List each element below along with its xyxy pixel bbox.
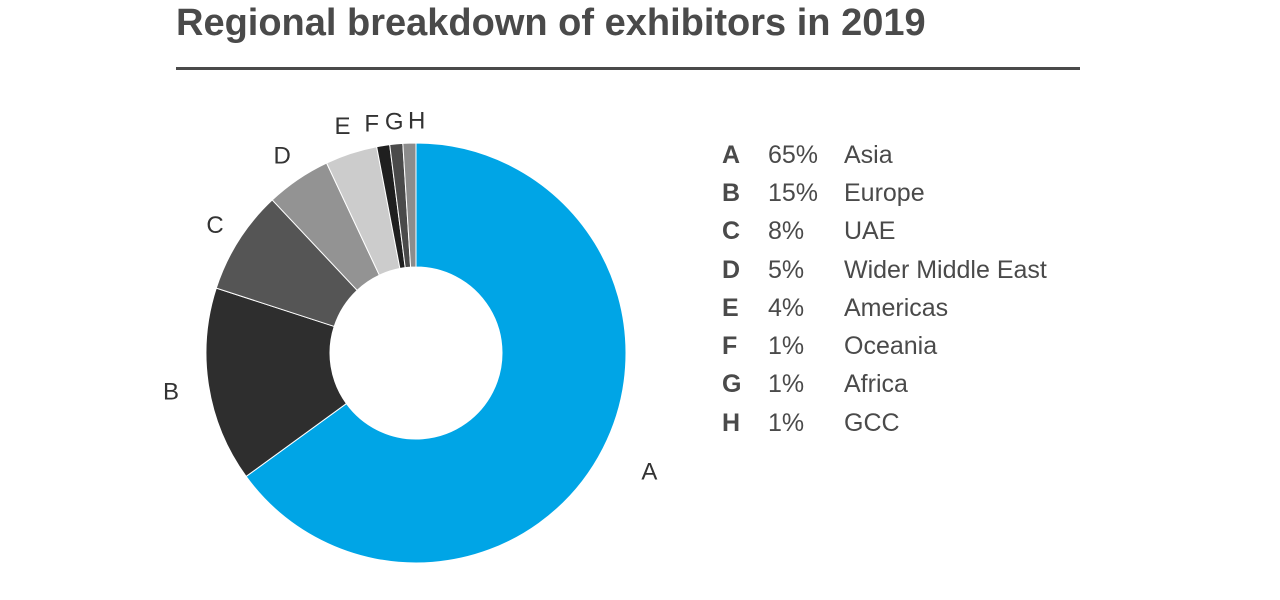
legend-region-name: Wider Middle East <box>844 255 1047 284</box>
legend-percent: 4% <box>768 293 805 322</box>
legend-region-name: Asia <box>844 140 893 169</box>
slice-label-e: E <box>334 113 350 140</box>
legend-region-name: UAE <box>844 217 896 246</box>
legend-percent: 1% <box>768 332 805 361</box>
donut-chart: A B C D E F G H <box>163 108 657 564</box>
slice-label-d: D <box>274 143 291 170</box>
slice-label-g: G <box>385 109 404 136</box>
legend-item-b: B 15% Europe <box>722 174 1047 212</box>
slice-label-f: F <box>364 110 379 137</box>
legend-region-name: Africa <box>844 370 908 399</box>
legend-percent: 8% <box>768 217 805 246</box>
legend-letter: F <box>722 332 738 361</box>
legend-item-d: D 5% Wider Middle East <box>722 251 1047 289</box>
slice-label-a: A <box>641 458 657 485</box>
legend-letter: B <box>722 178 741 207</box>
legend-region-name: Oceania <box>844 332 938 361</box>
legend-letter: D <box>722 255 741 284</box>
legend-item-c: C 8% UAE <box>722 213 1047 251</box>
legend-region-name: Europe <box>844 178 925 207</box>
legend-percent: 1% <box>768 408 805 437</box>
slice-h <box>402 142 417 268</box>
title-divider <box>176 67 1080 70</box>
legend-region-name: GCC <box>844 408 900 437</box>
legend-region-name: Americas <box>844 293 949 322</box>
legend-percent: 1% <box>768 370 805 399</box>
legend-letter: A <box>722 140 741 169</box>
legend-item-f: F 1% Oceania <box>722 327 1047 365</box>
slice-label-c: C <box>206 212 223 239</box>
legend-percent: 65% <box>768 140 819 169</box>
legend-item-g: G 1% Africa <box>722 366 1047 404</box>
slice-b <box>205 287 348 478</box>
legend-letter: E <box>722 293 739 322</box>
chart-title: Regional breakdown of exhibitors in 2019 <box>176 2 926 44</box>
legend-letter: G <box>722 370 742 399</box>
legend-item-e: E 4% Americas <box>722 289 1047 327</box>
slice-label-b: B <box>163 378 179 405</box>
legend-percent: 5% <box>768 255 805 284</box>
legend-item-a: A 65% Asia <box>722 136 1047 174</box>
slice-label-h: H <box>408 108 425 135</box>
slice-a <box>245 142 627 564</box>
legend: A 65% Asia B 15% Europe C 8% UAE D 5% Wider Middle … <box>722 136 1047 442</box>
legend-percent: 15% <box>768 178 819 207</box>
legend-letter: C <box>722 217 741 246</box>
legend-letter: H <box>722 408 741 437</box>
legend-item-h: H 1% GCC <box>722 404 1047 442</box>
